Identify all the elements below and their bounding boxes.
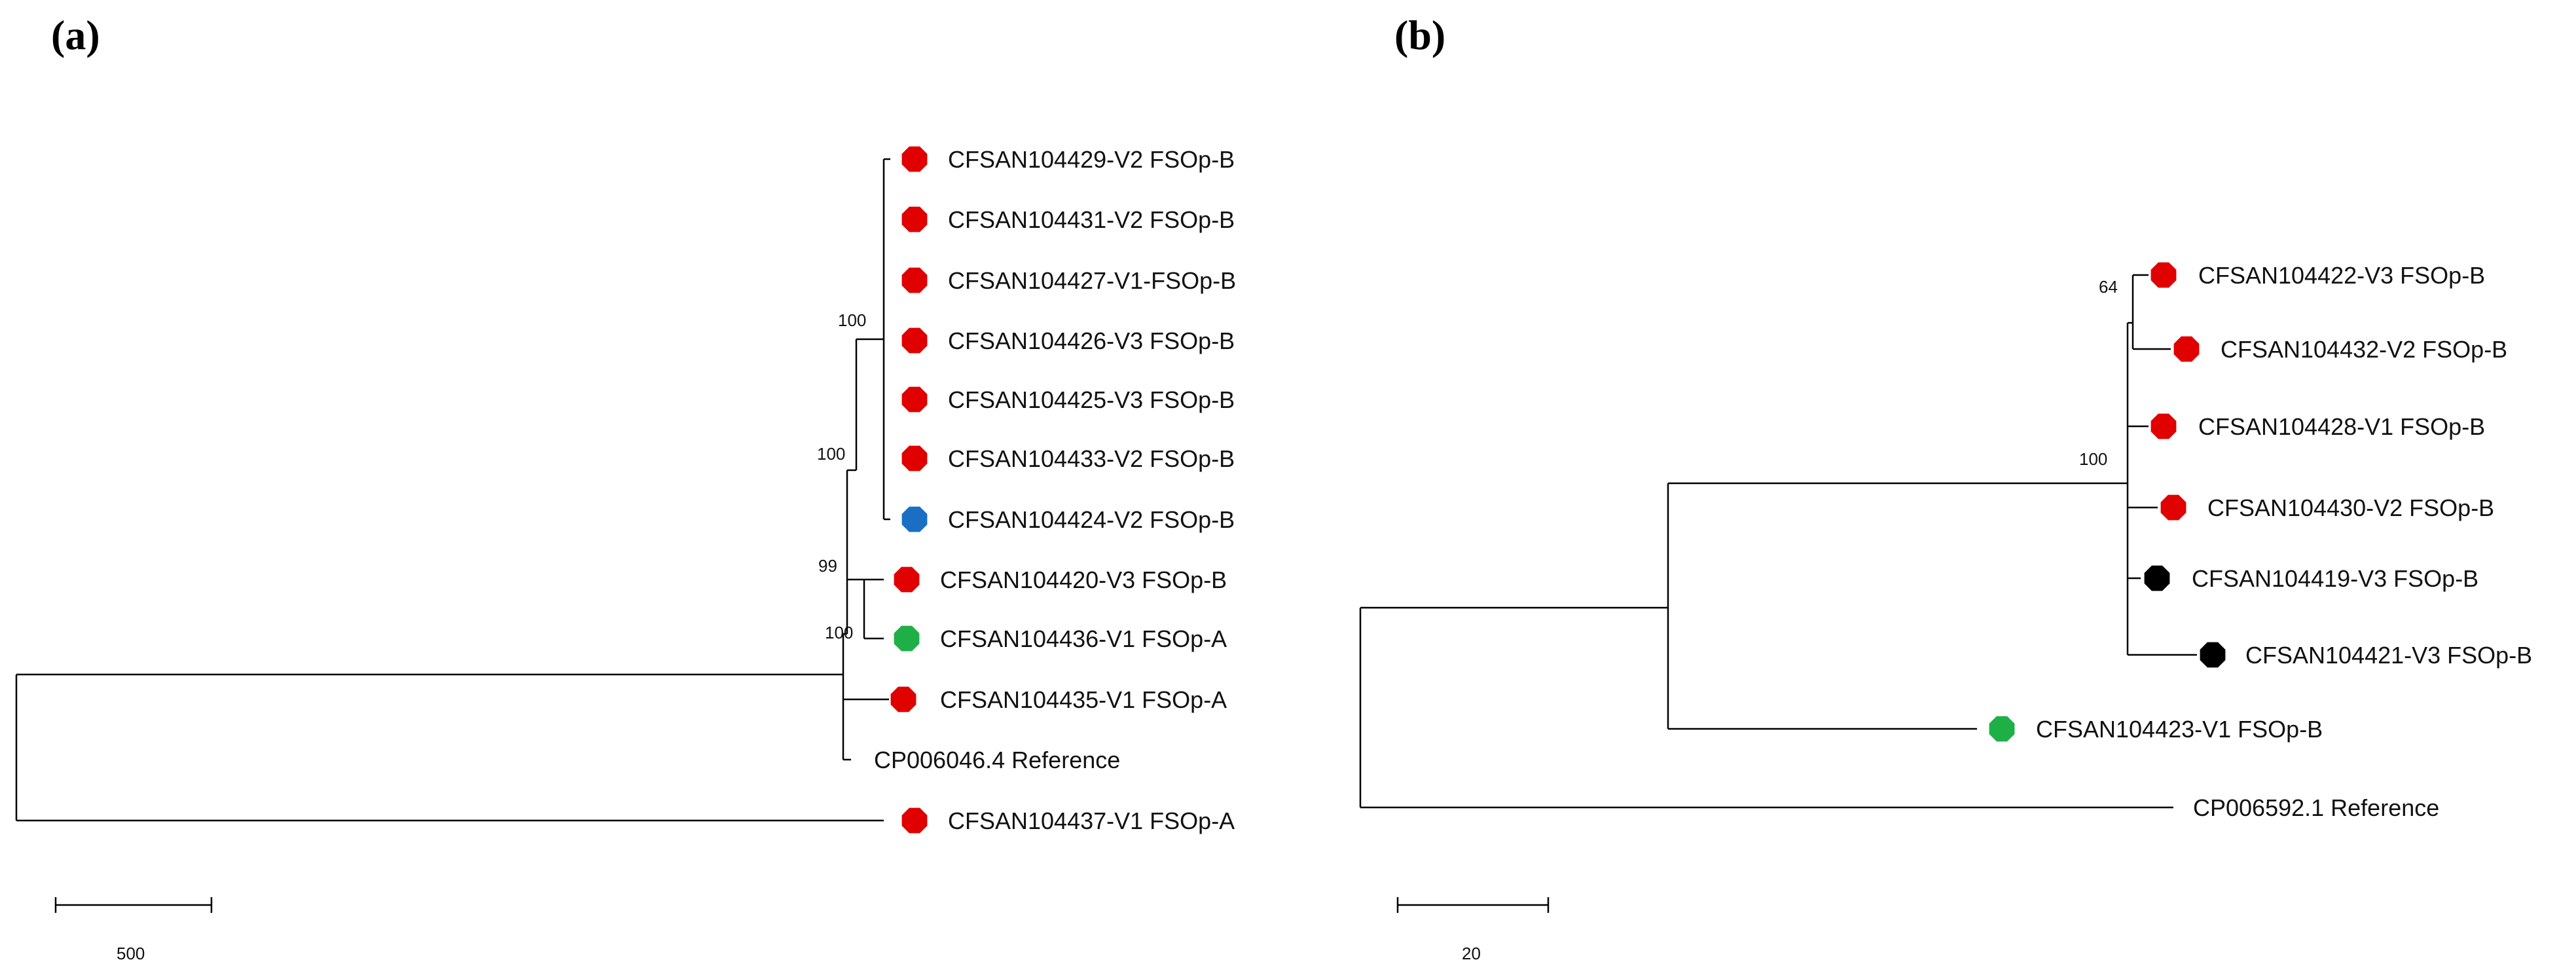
leaf-node: CFSAN104426-V3 FSOp-B bbox=[901, 327, 1235, 354]
leaf-node: CFSAN104432-V2 FSOp-B bbox=[2173, 336, 2507, 363]
leaf-node: CFSAN104431-V2 FSOp-B bbox=[901, 206, 1235, 233]
leaf-node: CFSAN104422-V3 FSOp-B bbox=[2150, 262, 2485, 289]
panel-b-branches bbox=[1359, 274, 2197, 809]
leaf-label: CP006592.1 Reference bbox=[2193, 794, 2439, 821]
leaf-node: CFSAN104437-V1 FSOp-A bbox=[901, 807, 1235, 834]
leaf-label: CFSAN104433-V2 FSOp-B bbox=[948, 445, 1235, 472]
leaf-node: CFSAN104421-V3 FSOp-B bbox=[2200, 642, 2532, 669]
panel-b-label: (b) bbox=[1394, 12, 1445, 58]
leaf-label: CFSAN104421-V3 FSOp-B bbox=[2245, 642, 2532, 669]
leaf-label: CFSAN104429-V2 FSOp-B bbox=[948, 146, 1235, 173]
leaf-node: CFSAN104425-V3 FSOp-B bbox=[901, 386, 1235, 413]
leaf-marker-icon bbox=[2150, 413, 2177, 439]
leaf-marker-icon bbox=[901, 445, 928, 471]
leaf-node: CP006046.4 Reference bbox=[874, 747, 1120, 773]
panel-a-label: (a) bbox=[51, 12, 100, 58]
panel-b-scale-bar-label: 20 bbox=[1462, 944, 1481, 963]
leaf-marker-icon bbox=[2200, 642, 2226, 668]
leaf-marker-icon bbox=[2150, 262, 2177, 288]
leaf-marker-icon bbox=[901, 386, 928, 413]
leaf-node: CP006592.1 Reference bbox=[2193, 794, 2439, 821]
panel-a-bootstrap-4: 100 bbox=[825, 623, 853, 642]
leaf-marker-icon bbox=[2173, 336, 2200, 362]
panel-b-scale-bar: 20 bbox=[1396, 897, 1550, 963]
leaf-node: CFSAN104428-V1 FSOp-B bbox=[2150, 413, 2485, 440]
leaf-node: CFSAN104429-V2 FSOp-B bbox=[901, 146, 1235, 173]
leaf-node: CFSAN104423-V1 FSOp-B bbox=[1989, 716, 2323, 743]
leaf-node: CFSAN104430-V2 FSOp-B bbox=[2160, 494, 2494, 521]
leaf-node: CFSAN104433-V2 FSOp-B bbox=[901, 445, 1235, 472]
panel-a: (a) 100 100 99 bbox=[15, 12, 1236, 963]
leaf-marker-icon bbox=[1989, 716, 2015, 742]
leaf-label: CFSAN104422-V3 FSOp-B bbox=[2198, 262, 2485, 289]
leaf-label: CFSAN104427-V1-FSOp-B bbox=[948, 267, 1236, 294]
leaf-label: CFSAN104436-V1 FSOp-A bbox=[940, 625, 1227, 652]
leaf-label: CFSAN104426-V3 FSOp-B bbox=[948, 327, 1235, 354]
panel-a-scale-bar-label: 500 bbox=[117, 944, 145, 963]
leaf-marker-icon bbox=[901, 327, 928, 354]
leaf-label: CFSAN104435-V1 FSOp-A bbox=[940, 686, 1227, 713]
panel-b-bootstrap-2: 100 bbox=[2079, 449, 2107, 469]
leaf-node: CFSAN104427-V1-FSOp-B bbox=[901, 267, 1236, 294]
leaf-label: CFSAN104420-V3 FSOp-B bbox=[940, 566, 1227, 593]
panel-a-bootstrap-2: 100 bbox=[817, 444, 845, 464]
leaf-marker-icon bbox=[894, 566, 920, 593]
leaf-label: CFSAN104430-V2 FSOp-B bbox=[2207, 494, 2494, 521]
leaf-marker-icon bbox=[2144, 565, 2170, 591]
leaf-label: CFSAN104437-V1 FSOp-A bbox=[948, 807, 1235, 834]
leaf-node: CFSAN104436-V1 FSOp-A bbox=[894, 625, 1227, 652]
leaf-label: CFSAN104432-V2 FSOp-B bbox=[2221, 336, 2507, 363]
leaf-marker-icon bbox=[901, 807, 928, 834]
panel-a-bootstrap-3: 99 bbox=[818, 556, 837, 576]
leaf-marker-icon bbox=[2160, 494, 2186, 521]
leaf-label: CFSAN104431-V2 FSOp-B bbox=[948, 206, 1235, 233]
leaf-label: CFSAN104425-V3 FSOp-B bbox=[948, 386, 1235, 413]
leaf-label: CFSAN104423-V1 FSOp-B bbox=[2036, 716, 2323, 743]
leaf-label: CFSAN104428-V1 FSOp-B bbox=[2198, 413, 2485, 440]
panel-a-branches bbox=[15, 158, 890, 822]
leaf-label: CP006046.4 Reference bbox=[874, 747, 1120, 773]
leaf-label: CFSAN104424-V2 FSOp-B bbox=[948, 506, 1235, 533]
leaf-node: CFSAN104424-V2 FSOp-B bbox=[901, 506, 1235, 533]
panel-a-bootstrap-1: 100 bbox=[838, 310, 866, 330]
leaf-marker-icon bbox=[901, 267, 928, 293]
leaf-marker-icon bbox=[894, 625, 920, 652]
leaf-marker-icon bbox=[901, 506, 928, 532]
leaf-marker-icon bbox=[890, 686, 916, 712]
leaf-marker-icon bbox=[901, 206, 928, 232]
panel-b-bootstrap-1: 64 bbox=[2099, 277, 2118, 297]
leaf-label: CFSAN104419-V3 FSOp-B bbox=[2192, 565, 2478, 592]
panel-b: (b) 64 100 CFSAN104422-V3 FSOp-BCFSAN104… bbox=[1359, 12, 2532, 963]
panel-a-leaves: CFSAN104429-V2 FSOp-B CFSAN104431-V2 FSOp… bbox=[874, 146, 1236, 834]
leaf-node: CFSAN104435-V1 FSOp-A bbox=[890, 686, 1227, 713]
leaf-node: CFSAN104420-V3 FSOp-B bbox=[894, 566, 1227, 593]
leaf-marker-icon bbox=[901, 146, 928, 172]
panel-a-scale-bar: 500 bbox=[54, 897, 213, 963]
panel-b-leaves: CFSAN104422-V3 FSOp-B CFSAN104432-V2 FSOp… bbox=[1989, 262, 2532, 821]
leaf-node: CFSAN104419-V3 FSOp-B bbox=[2144, 565, 2478, 592]
